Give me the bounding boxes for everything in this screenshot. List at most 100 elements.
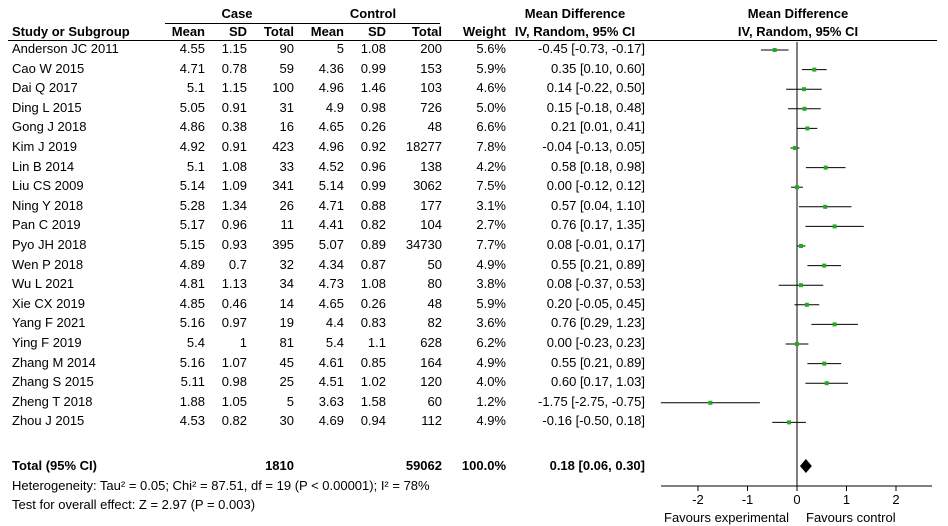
control-total: 200 xyxy=(420,41,442,56)
case-sd: 0.91 xyxy=(221,139,247,154)
case-sd: 0.91 xyxy=(221,99,247,115)
total-control-n: 59062 xyxy=(405,458,442,473)
control-total: 82 xyxy=(427,315,442,331)
study-ci: 0.08 [-0.37, 0.53] xyxy=(546,276,645,292)
control-mean: 4.51 xyxy=(318,374,344,390)
case-total: 395 xyxy=(272,237,294,252)
control-sd: 1.08 xyxy=(360,276,386,292)
control-total: 34730 xyxy=(405,237,442,252)
case-mean: 4.81 xyxy=(179,276,205,292)
col-header-control-mean: Mean xyxy=(310,24,344,39)
control-sd: 0.85 xyxy=(360,354,386,370)
case-sd: 1.15 xyxy=(221,80,247,96)
control-sd: 0.26 xyxy=(360,295,386,311)
case-sd: 0.38 xyxy=(221,119,247,135)
control-sd: 0.99 xyxy=(360,178,386,194)
case-total: 16 xyxy=(279,119,294,135)
study-name: Kim J 2019 xyxy=(12,139,78,154)
study-name: Yang F 2021 xyxy=(12,315,86,331)
x-tick-label: -1 xyxy=(742,492,754,507)
study-name: Pyo JH 2018 xyxy=(12,237,87,252)
col-header-weight: Weight xyxy=(462,24,506,39)
control-mean: 5 xyxy=(336,41,344,56)
case-sd: 1.34 xyxy=(221,197,247,213)
study-ci: -0.04 [-0.13, 0.05] xyxy=(542,139,645,154)
study-weight: 4.2% xyxy=(476,158,506,174)
study-weight: 4.9% xyxy=(476,413,506,429)
control-mean: 5.07 xyxy=(318,237,344,252)
study-name: Ying F 2019 xyxy=(12,335,82,350)
study-weight: 1.2% xyxy=(476,393,506,409)
control-sd: 0.82 xyxy=(360,217,386,233)
study-weight: 5.0% xyxy=(476,99,506,115)
control-mean: 4.73 xyxy=(318,276,344,292)
control-total: 48 xyxy=(427,119,442,135)
control-mean: 5.14 xyxy=(318,178,344,194)
study-ci: 0.55 [0.21, 0.89] xyxy=(551,354,645,370)
control-mean: 4.4 xyxy=(325,315,344,331)
control-mean: 4.9 xyxy=(325,99,344,115)
study-weight: 6.6% xyxy=(476,119,506,135)
study-weight: 7.8% xyxy=(476,139,506,154)
control-total: 50 xyxy=(427,256,442,272)
total-case-n: 1810 xyxy=(265,458,294,473)
study-name: Ding L 2015 xyxy=(12,99,82,115)
study-weight: 4.9% xyxy=(476,354,506,370)
point-estimate xyxy=(824,381,829,386)
study-weight: 4.9% xyxy=(476,256,506,272)
control-sd: 0.88 xyxy=(360,197,386,213)
point-estimate xyxy=(823,204,828,209)
study-ci: 0.15 [-0.18, 0.48] xyxy=(546,99,645,115)
study-ci: 0.21 [0.01, 0.41] xyxy=(551,119,645,135)
control-total: 112 xyxy=(421,413,442,429)
study-name: Lin B 2014 xyxy=(12,158,75,174)
point-estimate xyxy=(804,302,809,307)
study-weight: 6.2% xyxy=(476,335,506,350)
point-estimate xyxy=(823,165,828,170)
study-ci: 0.00 [-0.12, 0.12] xyxy=(546,178,645,194)
col-header-case-total: Total xyxy=(263,24,294,39)
control-sd: 0.87 xyxy=(360,256,386,272)
case-sd: 1.05 xyxy=(221,393,247,409)
control-total: 48 xyxy=(427,295,442,311)
case-total: 423 xyxy=(272,139,294,154)
control-total: 628 xyxy=(420,335,442,350)
point-estimate xyxy=(795,185,799,190)
x-tick-label: -2 xyxy=(692,492,704,507)
control-total: 164 xyxy=(420,354,442,370)
control-sd: 0.96 xyxy=(360,158,386,174)
study-name: Anderson JC 2011 xyxy=(12,41,119,56)
total-weight: 100.0% xyxy=(461,458,506,473)
case-mean: 5.28 xyxy=(179,197,205,213)
control-mean: 4.41 xyxy=(318,217,344,233)
study-ci: 0.76 [0.17, 1.35] xyxy=(551,217,645,233)
study-ci: 0.00 [-0.23, 0.23] xyxy=(546,335,645,350)
study-ci: -1.75 [-2.75, -0.75] xyxy=(538,393,645,409)
control-mean: 4.52 xyxy=(318,158,344,174)
control-total: 726 xyxy=(420,99,442,115)
study-ci: 0.60 [0.17, 1.03] xyxy=(551,374,645,390)
header-rule xyxy=(8,40,937,41)
case-total: 19 xyxy=(279,315,294,331)
study-name: Dai Q 2017 xyxy=(12,80,78,96)
point-estimate xyxy=(802,106,807,111)
control-total: 60 xyxy=(427,393,442,409)
case-total: 34 xyxy=(279,276,294,292)
study-ci: 0.76 [0.29, 1.23] xyxy=(551,315,645,331)
control-sd: 0.99 xyxy=(360,60,386,76)
control-sd: 0.83 xyxy=(360,315,386,331)
case-mean: 4.85 xyxy=(179,295,205,311)
control-mean: 4.96 xyxy=(318,139,344,154)
case-total: 33 xyxy=(279,158,294,174)
study-ci: -0.16 [-0.50, 0.18] xyxy=(542,413,645,429)
control-group-header: Control xyxy=(349,6,397,21)
case-total: 5 xyxy=(286,393,294,409)
col-header-study: Study or Subgroup xyxy=(12,24,130,39)
x-tick-label: 1 xyxy=(843,492,850,507)
case-total: 14 xyxy=(279,295,294,311)
case-mean: 5.1 xyxy=(186,158,205,174)
x-tick-label: 0 xyxy=(793,492,800,507)
control-group-underline xyxy=(305,23,440,24)
control-total: 120 xyxy=(420,374,442,390)
case-sd: 1.07 xyxy=(221,354,247,370)
